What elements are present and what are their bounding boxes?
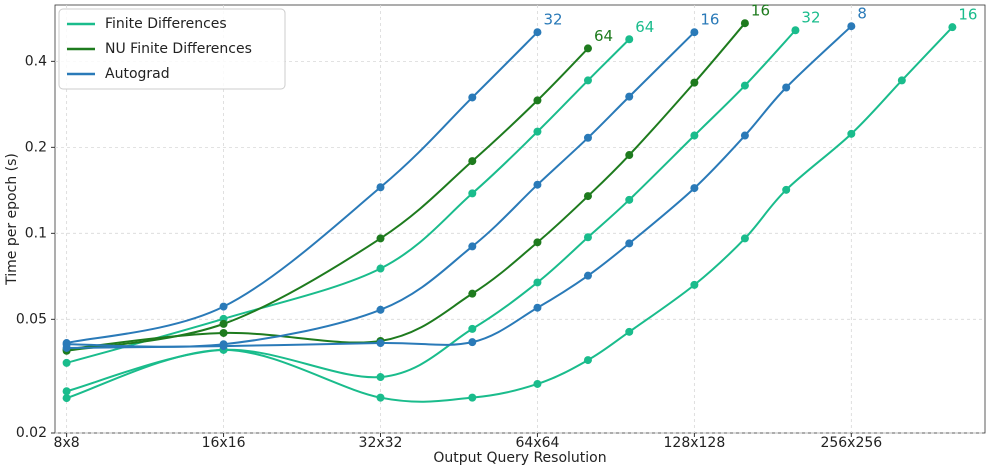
end-label: 16: [751, 2, 770, 20]
data-point: [625, 327, 634, 336]
end-label: 16: [700, 11, 719, 29]
data-point: [468, 324, 477, 333]
data-point: [791, 26, 800, 35]
y-tick-label: 0.02: [16, 425, 47, 441]
data-point: [376, 264, 385, 273]
data-point: [219, 302, 228, 311]
y-tick-label: 0.05: [16, 311, 47, 327]
data-point: [468, 338, 477, 347]
data-point: [690, 131, 699, 140]
data-point: [782, 83, 791, 92]
data-point: [847, 129, 856, 138]
data-point: [468, 157, 477, 166]
data-point: [897, 76, 906, 85]
data-point: [62, 394, 71, 403]
end-label: 16: [958, 6, 977, 24]
data-point: [583, 76, 592, 85]
data-point: [62, 343, 71, 352]
x-tick-label: 16x16: [202, 435, 246, 451]
data-point: [583, 44, 592, 53]
data-point: [62, 387, 71, 396]
y-tick-label: 0.4: [25, 53, 47, 69]
series-line: [66, 26, 954, 403]
data-point: [583, 356, 592, 365]
end-label: 64: [635, 18, 654, 36]
data-point: [468, 393, 477, 402]
data-point: [690, 28, 699, 37]
x-tick-label: 64x64: [515, 435, 559, 451]
data-point: [468, 242, 477, 251]
data-point: [376, 305, 385, 314]
data-point: [690, 184, 699, 193]
end-label: 32: [543, 11, 562, 29]
data-point: [533, 96, 542, 105]
y-axis-label: Time per epoch (s): [4, 153, 20, 286]
data-point: [625, 239, 634, 248]
data-point: [219, 342, 228, 351]
x-tick-label: 128x128: [664, 435, 726, 451]
data-point: [847, 22, 856, 31]
data-point: [583, 271, 592, 280]
end-label: 8: [857, 5, 867, 23]
data-point: [533, 379, 542, 388]
legend-box: [58, 8, 286, 90]
data-point: [740, 19, 749, 28]
data-point: [533, 180, 542, 189]
legend-label: Finite Differences: [105, 16, 227, 32]
data-point: [782, 185, 791, 194]
data-point: [625, 195, 634, 204]
data-point: [690, 280, 699, 289]
data-point: [583, 133, 592, 142]
data-point: [740, 234, 749, 243]
data-point: [468, 289, 477, 298]
data-point: [468, 189, 477, 198]
data-point: [625, 92, 634, 101]
data-point: [376, 339, 385, 348]
legend-label: Autograd: [105, 66, 170, 82]
series-line: [66, 22, 746, 351]
data-point: [376, 234, 385, 243]
data-point: [583, 192, 592, 201]
series-line: [66, 31, 539, 345]
data-point: [533, 238, 542, 247]
data-point: [62, 358, 71, 367]
data-point: [468, 93, 477, 102]
data-point: [533, 303, 542, 312]
end-label: 32: [801, 9, 820, 27]
y-tick-label: 0.1: [25, 225, 47, 241]
data-point: [533, 278, 542, 287]
data-point: [625, 151, 634, 160]
data-point: [376, 373, 385, 382]
data-point: [740, 81, 749, 90]
data-point: [690, 78, 699, 87]
legend-label: NU Finite Differences: [105, 41, 252, 57]
x-axis-label: Output Query Resolution: [433, 450, 606, 466]
data-point: [219, 319, 228, 328]
data-point: [376, 393, 385, 402]
data-point: [625, 35, 634, 44]
data-point: [533, 28, 542, 37]
x-tick-label: 32x32: [359, 435, 403, 451]
series-line: [66, 47, 589, 352]
x-tick-label: 8x8: [54, 435, 80, 451]
data-point: [219, 328, 228, 337]
data-point: [740, 131, 749, 140]
y-tick-label: 0.2: [25, 139, 47, 155]
x-tick-label: 256x256: [820, 435, 882, 451]
data-point: [533, 127, 542, 136]
data-point: [583, 233, 592, 242]
data-point: [948, 23, 957, 32]
series-line: [66, 38, 630, 364]
series-line: [66, 25, 853, 349]
data-point: [376, 183, 385, 192]
end-label: 64: [594, 27, 613, 45]
